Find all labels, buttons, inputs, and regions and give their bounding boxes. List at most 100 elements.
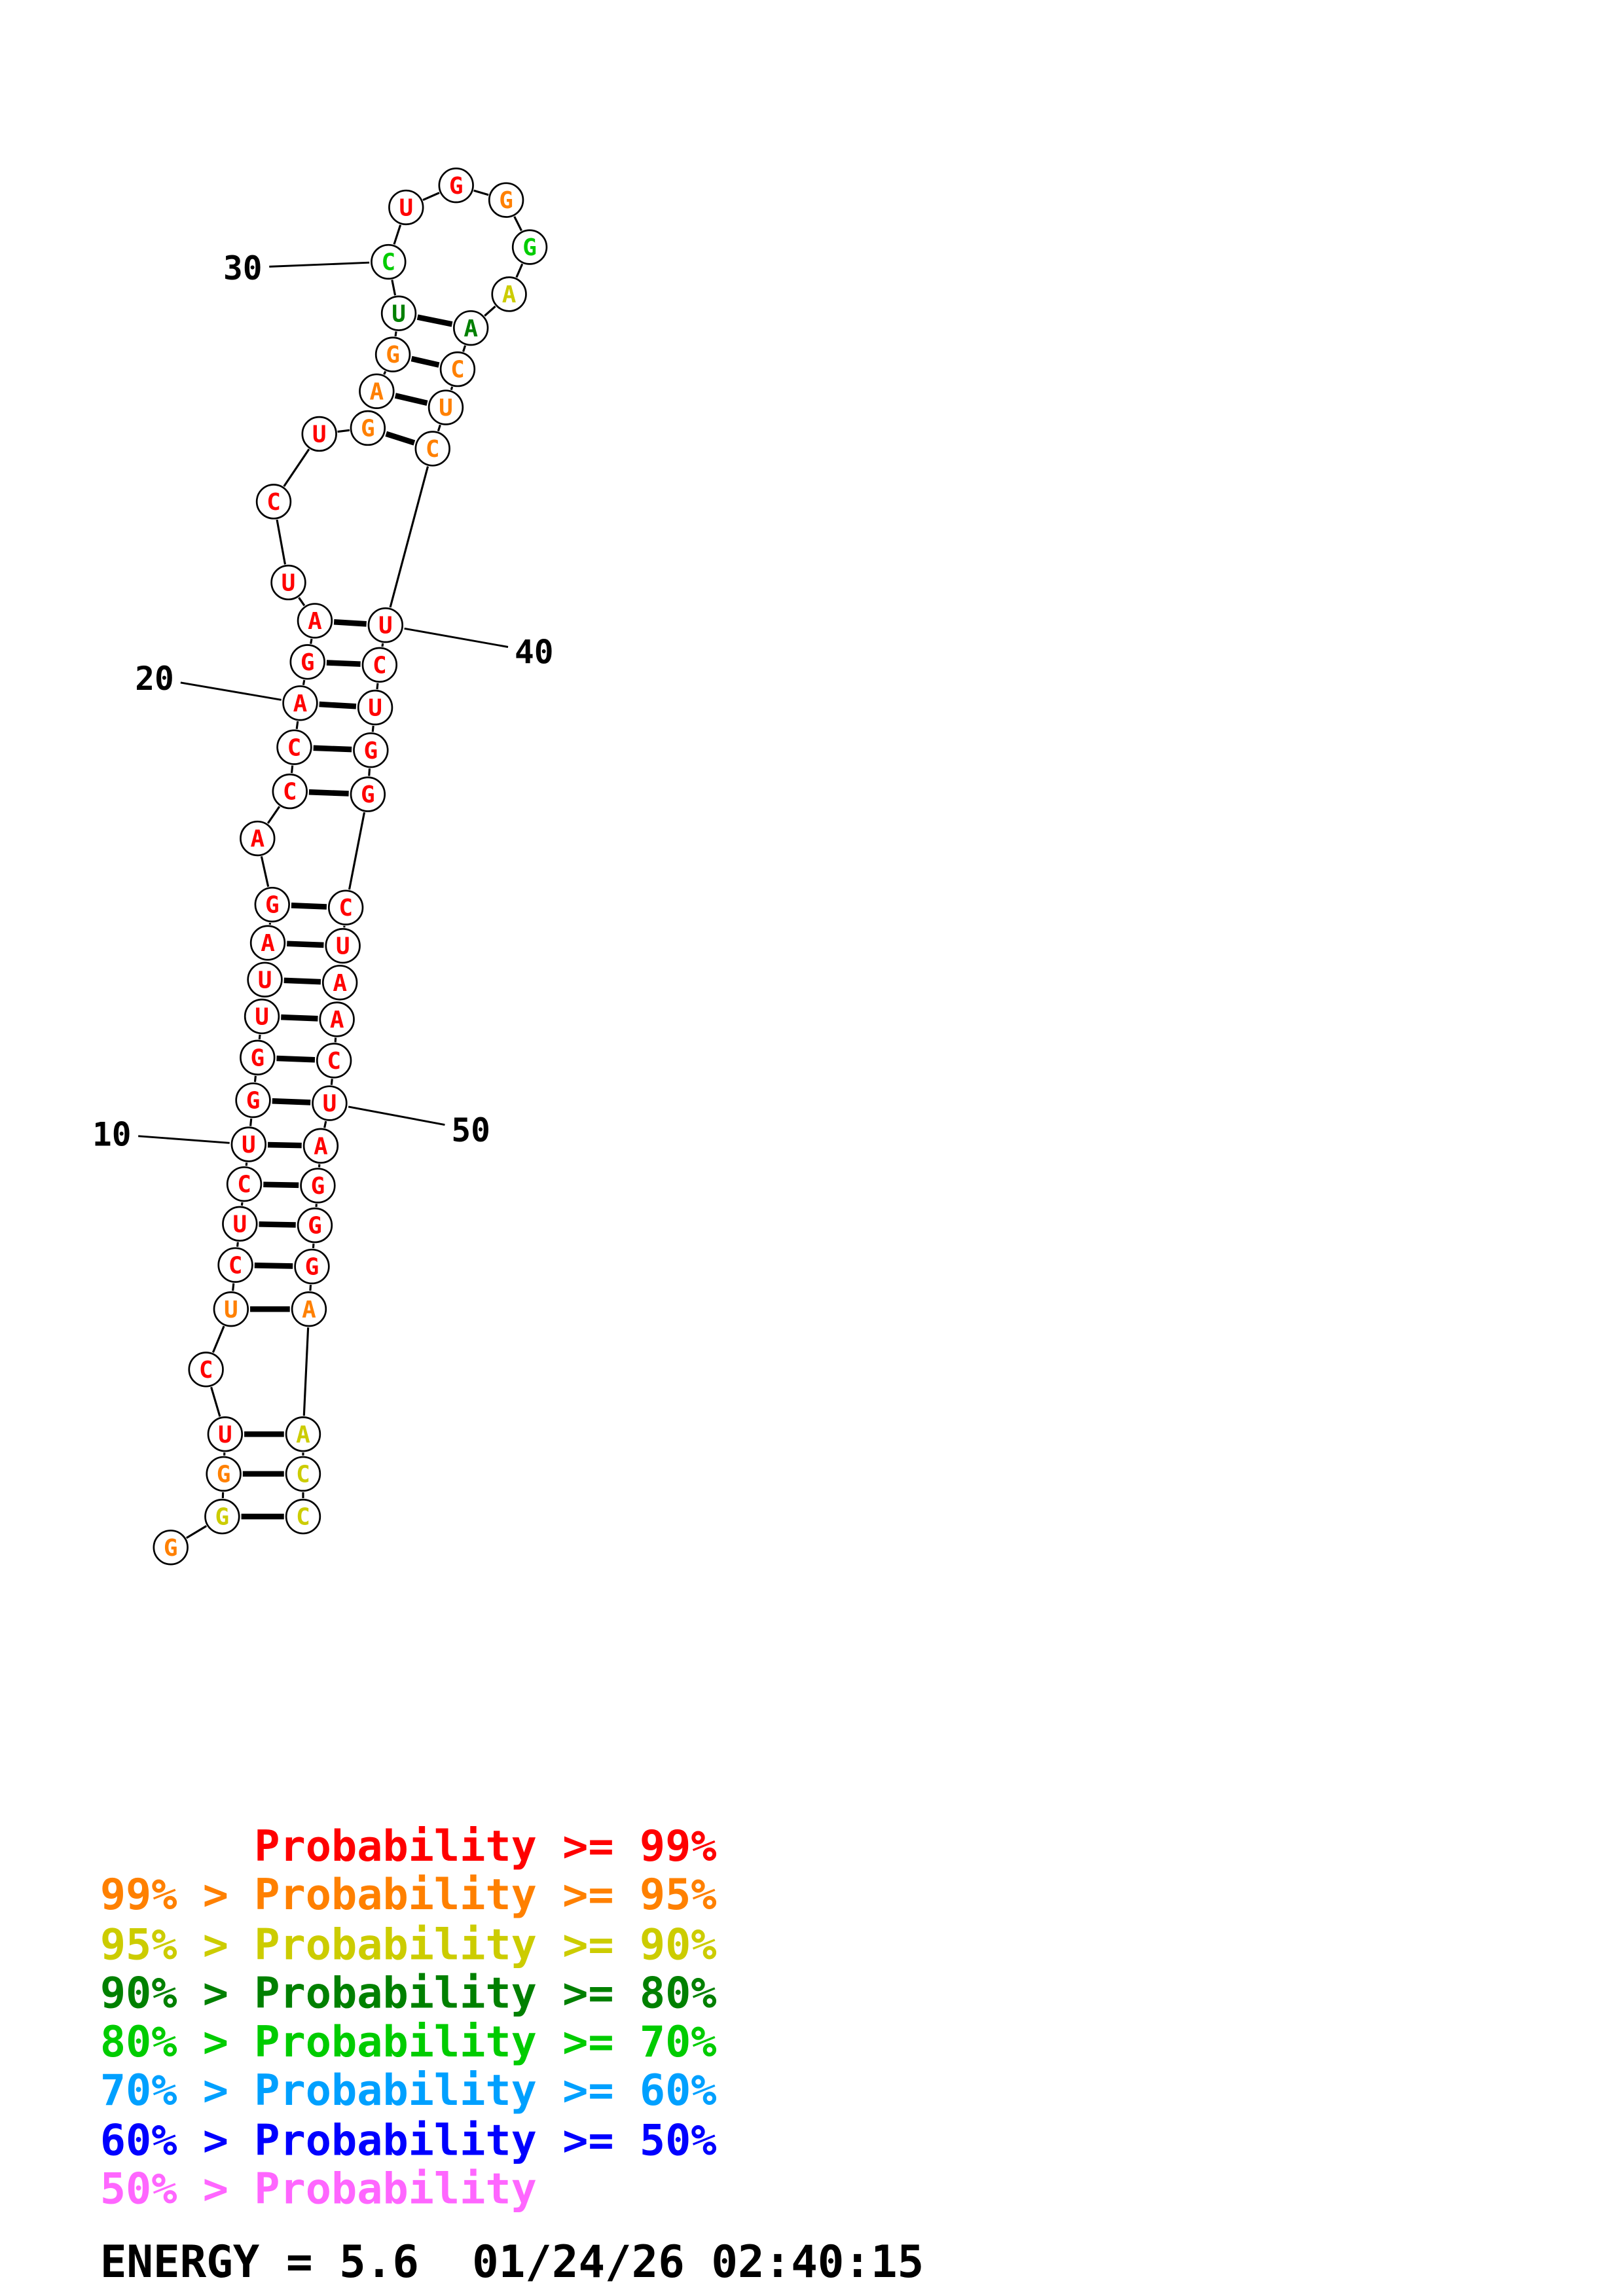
nucleotide-A55: A bbox=[291, 1291, 327, 1327]
nucleotide-circle bbox=[276, 729, 312, 765]
nucleotide-circle bbox=[272, 773, 308, 810]
nucleotide-letter: G bbox=[215, 1504, 230, 1531]
nucleotide-letter: A bbox=[330, 1007, 344, 1033]
nucleotide-circle bbox=[254, 886, 290, 923]
nucleotide-letter: U bbox=[224, 1297, 238, 1323]
nucleotide-A47: A bbox=[321, 965, 358, 1001]
base-pair-bond bbox=[326, 660, 361, 667]
backbone-link bbox=[276, 519, 287, 565]
nucleotide-C18: C bbox=[272, 773, 308, 810]
position-label-line-50 bbox=[348, 1105, 445, 1126]
nucleotide-circle bbox=[357, 689, 393, 726]
nucleotide-U25: U bbox=[301, 416, 337, 452]
base-pair-bond bbox=[259, 1221, 296, 1228]
nucleotide-letter: U bbox=[323, 1090, 337, 1117]
nucleotide-C30: C bbox=[371, 243, 407, 280]
nucleotide-A36: A bbox=[452, 310, 489, 346]
nucleotide-circle bbox=[282, 685, 318, 721]
nucleotide-letter: C bbox=[426, 436, 440, 463]
probability-legend: Probability >= 99% 99% > Probability >= … bbox=[100, 1821, 717, 2215]
backbone-link bbox=[484, 305, 496, 317]
nucleotide-G16: G bbox=[254, 886, 290, 923]
nucleotide-circle bbox=[204, 1498, 240, 1535]
base-pair-bond bbox=[313, 745, 352, 753]
nucleotide-U10: U bbox=[230, 1126, 267, 1162]
legend-item-p99: Probability >= 99% bbox=[100, 1821, 717, 1871]
legend-item-p80: 90% > Probability >= 80% bbox=[100, 1967, 717, 2018]
nucleotide-letter: C bbox=[266, 489, 281, 516]
nucleotide-letter: U bbox=[233, 1211, 247, 1238]
backbone-link bbox=[337, 429, 350, 433]
nucleotide-circle bbox=[350, 410, 386, 446]
nucleotide-circle bbox=[359, 373, 395, 410]
nucleotide-circle bbox=[217, 1247, 253, 1283]
nucleotide-U50: U bbox=[312, 1085, 348, 1121]
nucleotide-C7: C bbox=[217, 1247, 253, 1283]
backbone-link bbox=[309, 1284, 312, 1291]
nucleotide-circle bbox=[188, 1352, 224, 1388]
backbone-link bbox=[295, 721, 299, 730]
backbone-link bbox=[210, 1386, 221, 1417]
nucleotide-circle bbox=[297, 1207, 333, 1244]
backbone-link bbox=[302, 1327, 310, 1416]
nucleotide-circle bbox=[247, 961, 283, 997]
nucleotide-letter: G bbox=[308, 1213, 322, 1240]
nucleotide-letter: C bbox=[327, 1048, 341, 1075]
backbone-link bbox=[383, 370, 387, 375]
position-label-line-10 bbox=[138, 1135, 230, 1144]
nucleotide-circle bbox=[153, 1530, 189, 1566]
base-pair-bond bbox=[281, 1014, 318, 1022]
nucleotide-letter: C bbox=[296, 1504, 310, 1531]
backbone-link bbox=[389, 466, 429, 608]
nucleotide-circle bbox=[285, 1498, 321, 1535]
base-pair-bond bbox=[283, 977, 321, 985]
nucleotide-C9: C bbox=[226, 1166, 263, 1202]
nucleotide-circle bbox=[511, 229, 548, 265]
nucleotide-letter: G bbox=[386, 342, 400, 368]
nucleotide-circle bbox=[213, 1291, 249, 1327]
base-pair-bond bbox=[291, 903, 327, 910]
nucleotide-G3: G bbox=[206, 1456, 242, 1492]
energy-line: ENERGY = 5.6 01/24/26 02:40:15 bbox=[100, 2237, 924, 2289]
nucleotide-U40: U bbox=[367, 607, 404, 643]
nucleotide-G21: G bbox=[289, 644, 325, 680]
nucleotide-circle bbox=[235, 1082, 271, 1119]
nucleotide-circle bbox=[244, 998, 280, 1035]
nucleotide-G12: G bbox=[240, 1039, 276, 1076]
nucleotide-circle bbox=[312, 1085, 348, 1121]
nucleotide-letter: U bbox=[336, 933, 350, 960]
nucleotide-circle bbox=[297, 603, 333, 639]
nucleotide-G52: G bbox=[300, 1168, 336, 1204]
nucleotide-G26: G bbox=[350, 410, 386, 446]
nucleotide-circle bbox=[374, 336, 411, 372]
nucleotide-letter: A bbox=[308, 608, 322, 635]
backbone-link bbox=[348, 812, 366, 890]
backbone-link bbox=[185, 1525, 208, 1539]
base-pair-bond bbox=[416, 314, 453, 327]
nucleotide-letter: G bbox=[250, 1045, 264, 1071]
backbone-link bbox=[298, 597, 306, 607]
backbone-link bbox=[422, 192, 440, 201]
nucleotide-G32: G bbox=[438, 167, 474, 204]
backbone-link bbox=[258, 1034, 261, 1040]
nucleotide-letter: U bbox=[255, 1004, 269, 1031]
nucleotide-letter: A bbox=[261, 930, 275, 957]
nucleotide-G44: G bbox=[350, 776, 386, 812]
nucleotide-letter: C bbox=[373, 652, 387, 679]
nucleotide-letter: U bbox=[282, 570, 296, 597]
nucleotide-circle bbox=[285, 1416, 321, 1452]
backbone-link bbox=[450, 386, 454, 391]
nucleotide-G33: G bbox=[488, 182, 524, 218]
nucleotide-circle bbox=[206, 1456, 242, 1492]
nucleotide-letter: A bbox=[296, 1422, 310, 1448]
nucleotide-letter: G bbox=[361, 416, 375, 442]
nucleotide-circle bbox=[226, 1166, 263, 1202]
base-pair-bond bbox=[276, 1055, 316, 1063]
nucleotide-letter: A bbox=[333, 970, 347, 997]
backbone-link bbox=[381, 643, 384, 647]
nucleotide-G1: G bbox=[153, 1530, 189, 1566]
backbone-link bbox=[513, 216, 522, 232]
nucleotide-letter: C bbox=[296, 1461, 310, 1488]
nucleotide-circle bbox=[361, 647, 398, 683]
backbone-link bbox=[302, 679, 306, 685]
